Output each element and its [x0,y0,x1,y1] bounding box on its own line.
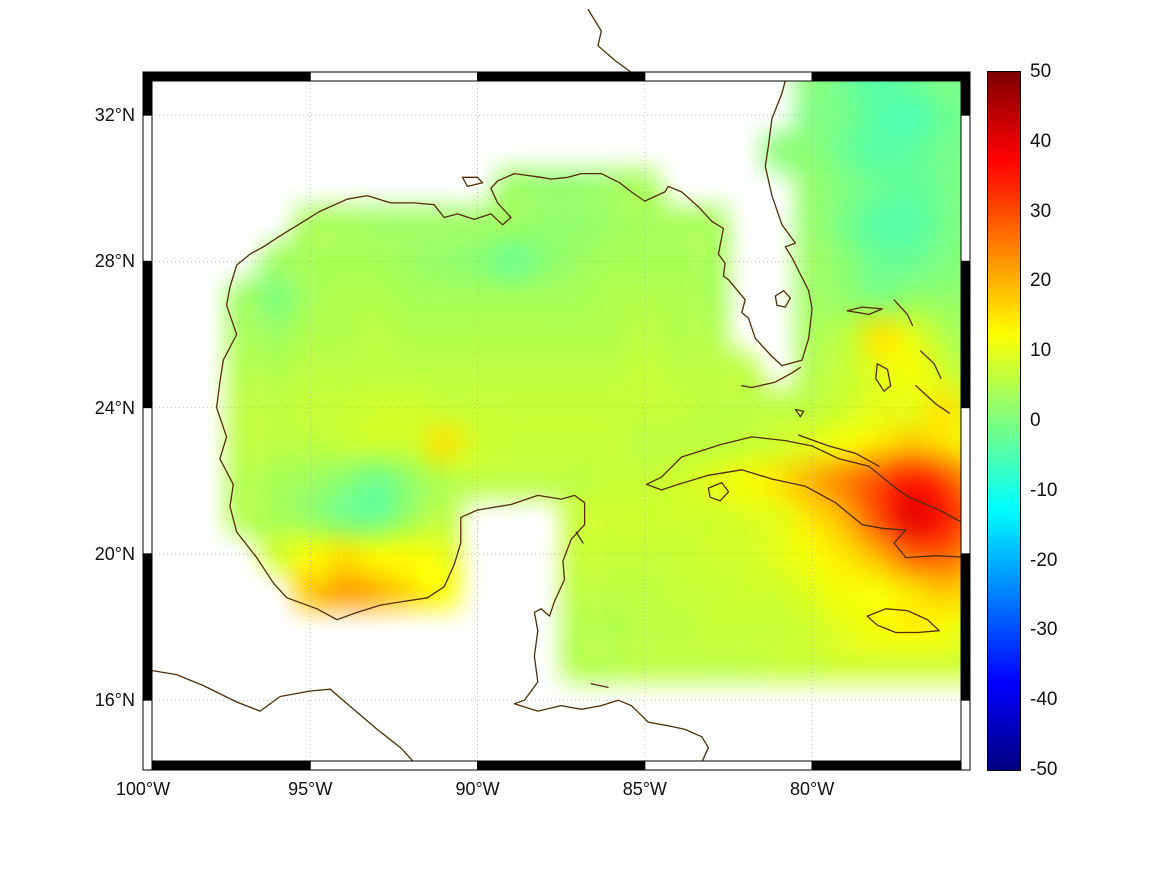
coastline-path [741,366,802,389]
coastline-path [893,299,914,327]
x-tick-label: 95°W [288,779,333,799]
y-tick-label: 16°N [94,690,135,711]
coastline-path [707,481,730,502]
colorbar-tick-label: -40 [1030,689,1058,711]
coastline-path [794,408,805,418]
coastline-path [798,434,880,467]
x-tick-label: 90°W [455,779,500,799]
coastline-path [875,363,892,392]
heatmap-canvas [143,72,970,770]
exterior-lines [587,8,636,76]
coastline-path [461,176,484,188]
colorbar-tick-label: -50 [1030,759,1058,780]
colorbar-tick-label: 20 [1030,270,1052,292]
coastline-path [645,436,969,559]
colorbar-tick-label: 40 [1030,130,1052,152]
coastline-path [774,290,791,308]
coastline-path [144,668,421,769]
coastlines [144,73,969,769]
coastline-path [215,73,813,769]
coastline-path [920,350,942,380]
coastline-path [866,608,940,634]
y-tick-label: 24°N [94,397,135,418]
y-tick-label: 28°N [94,251,135,272]
exterior-line [587,8,636,76]
colorbar-tick-label: 30 [1030,200,1052,222]
coastline-path [590,683,609,689]
x-tick-label: 100°W [115,779,171,799]
colorbar-tick-label: -30 [1030,619,1058,641]
colorbar-tick-label: -20 [1030,549,1058,571]
colorbar-tick-label: -10 [1030,479,1058,501]
colorbar-tick-label: 0 [1030,410,1041,431]
gridlines [143,72,970,770]
coastline-path [575,531,584,544]
y-tick-label: 32°N [94,105,135,126]
y-tick-label: 20°N [94,543,135,564]
x-tick-label: 80°W [789,779,835,799]
coastline-path [846,306,883,316]
colorbar-tick-label: 50 [1030,61,1052,82]
colorbar-canvas [987,71,1021,771]
x-tick-label: 85°W [622,779,667,799]
coastline-path [968,419,969,422]
coastline-path [915,385,950,414]
colorbar-tick-label: 10 [1030,340,1052,362]
map-frame [142,71,971,771]
